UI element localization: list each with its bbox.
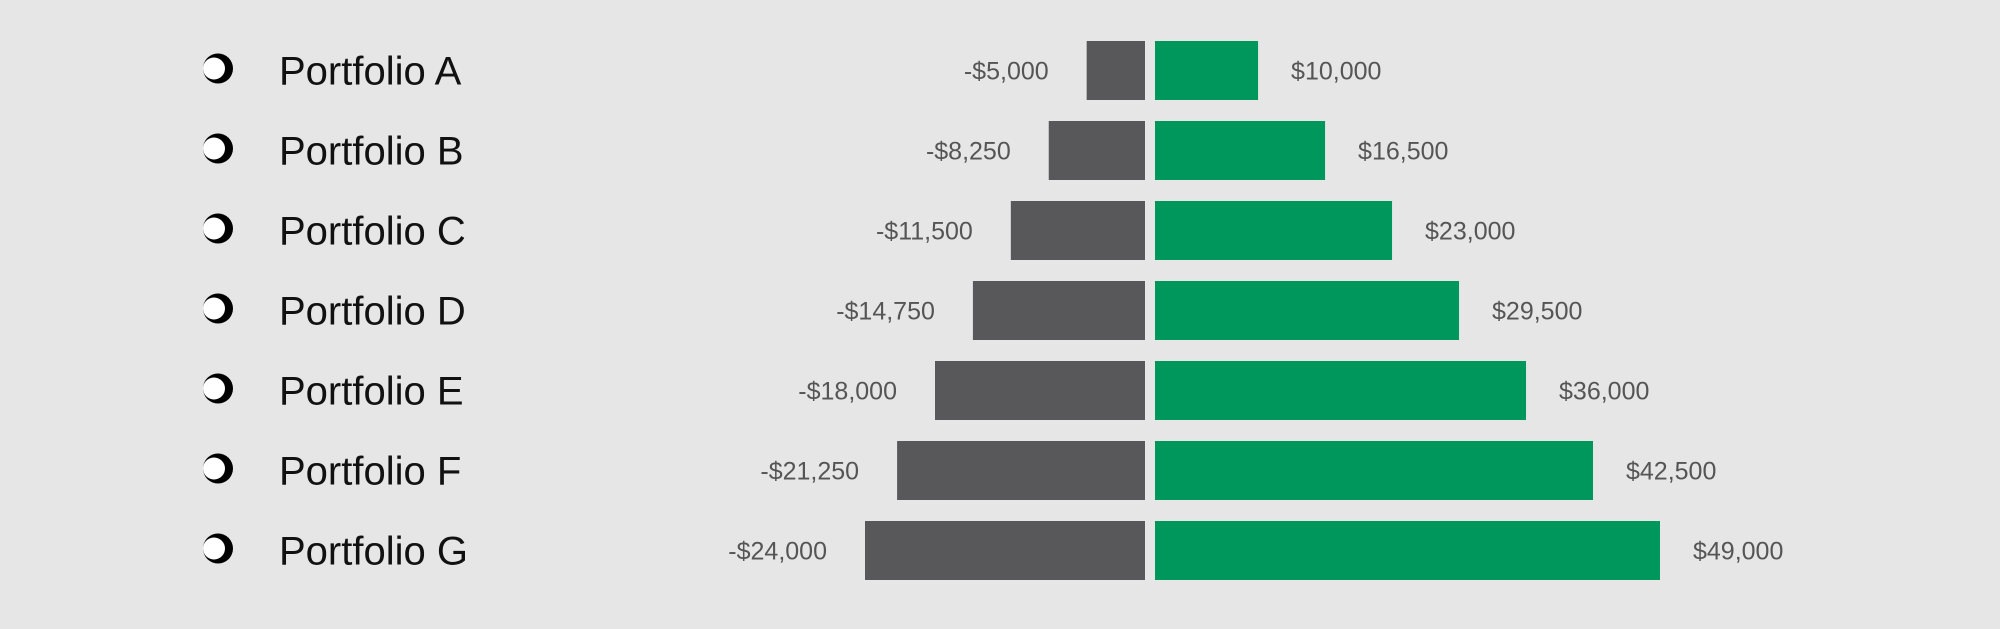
positive-value-label: $36,000 [1559, 378, 1649, 406]
positive-value-label: $10,000 [1291, 58, 1381, 86]
category-label: Portfolio F [279, 450, 461, 494]
radio-circle-icon [203, 213, 233, 244]
positive-value-label: $29,500 [1492, 298, 1582, 326]
positive-value-label: $23,000 [1425, 218, 1515, 246]
positive-value-label: $42,500 [1626, 458, 1716, 486]
negative-bar [1010, 201, 1145, 260]
negative-bar [1048, 121, 1145, 180]
negative-value-label: -$21,250 [760, 458, 859, 486]
negative-bar [972, 281, 1145, 340]
negative-value-label: -$24,000 [728, 538, 827, 566]
positive-bar [1155, 441, 1594, 500]
negative-value-label: -$18,000 [798, 378, 897, 406]
positive-value-label: $16,500 [1358, 138, 1448, 166]
radio-circle-icon [203, 293, 233, 324]
positive-bar [1155, 41, 1259, 100]
positive-value-label: $49,000 [1693, 538, 1783, 566]
category-label: Portfolio C [279, 210, 466, 254]
category-label: Portfolio B [279, 130, 464, 174]
radio-circle-icon [203, 53, 233, 84]
category-label: Portfolio E [279, 370, 464, 414]
negative-value-label: -$11,500 [876, 218, 973, 246]
negative-bar [935, 361, 1145, 420]
radio-circle-icon [203, 533, 233, 564]
negative-value-label: -$14,750 [836, 298, 935, 326]
radio-circle-icon [203, 133, 233, 164]
radio-circle-icon [203, 373, 233, 404]
positive-bar [1155, 201, 1393, 260]
negative-bar [897, 441, 1145, 500]
category-label: Portfolio A [279, 50, 462, 94]
negative-bar [865, 521, 1145, 580]
category-label: Portfolio G [279, 530, 468, 574]
positive-bar [1155, 281, 1460, 340]
positive-bar [1155, 361, 1527, 420]
negative-value-label: -$5,000 [964, 58, 1049, 86]
negative-value-label: -$8,250 [926, 138, 1011, 166]
negative-bar [1086, 41, 1145, 100]
radio-circle-icon [203, 453, 233, 484]
positive-bar [1155, 121, 1326, 180]
positive-bar [1155, 521, 1660, 580]
category-label: Portfolio D [279, 290, 466, 334]
